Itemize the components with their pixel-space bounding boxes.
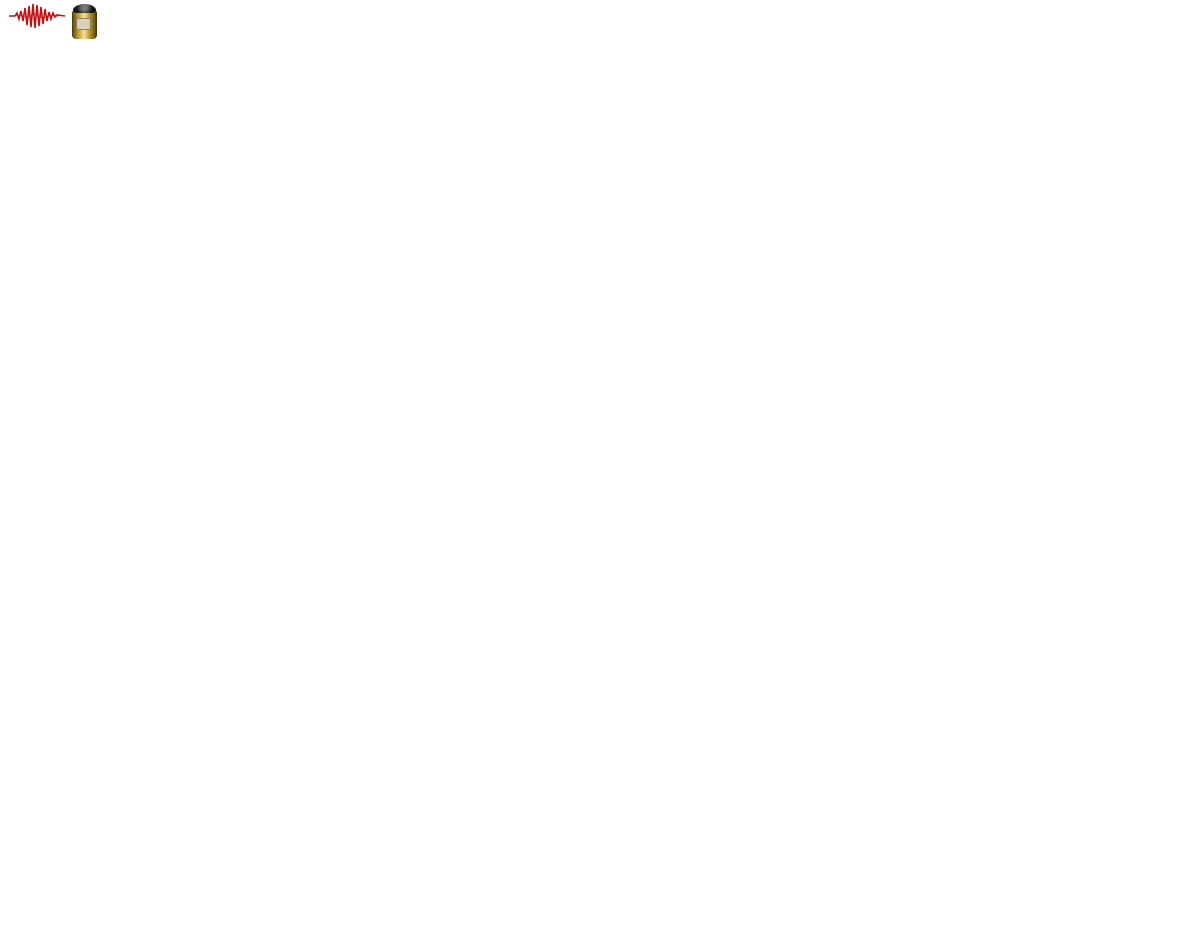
eqcitizen-logo[interactable]	[6, 3, 68, 45]
waveform-logo-icon	[9, 3, 66, 29]
header	[0, 0, 1200, 46]
seismometer-photo-icon	[72, 4, 97, 41]
